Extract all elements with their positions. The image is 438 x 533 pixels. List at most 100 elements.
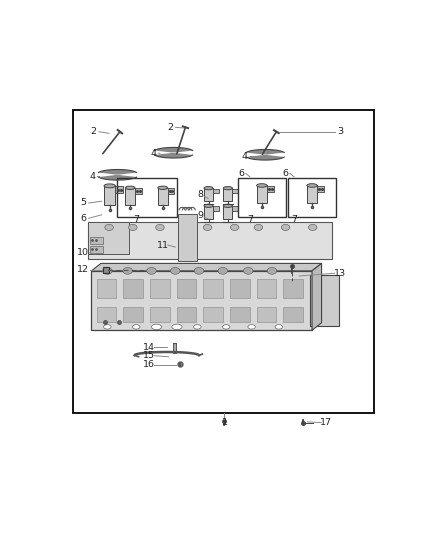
Bar [223,188,233,201]
Bar [257,279,276,298]
Bar [283,279,303,298]
Text: 6: 6 [283,169,289,178]
Text: 15: 15 [143,351,155,360]
Text: 13: 13 [334,269,346,278]
Bar [230,279,250,298]
Text: 10: 10 [77,248,88,257]
Bar [230,306,250,322]
Text: 5: 5 [81,198,87,207]
Text: 2: 2 [91,127,97,136]
Bar [88,222,332,259]
Text: 9: 9 [198,212,204,220]
Bar [203,279,223,298]
Text: 8: 8 [198,190,204,199]
Bar [177,279,196,298]
Bar [177,306,196,322]
Text: 6: 6 [81,214,87,223]
Bar [238,178,286,217]
Ellipse shape [156,224,164,230]
Bar [168,188,174,193]
Ellipse shape [308,224,317,230]
Bar [116,187,123,193]
Text: 6: 6 [238,169,244,178]
Bar [204,206,213,219]
Bar [104,186,116,205]
Bar [257,306,276,322]
Bar [233,189,238,193]
Bar [88,222,129,254]
Bar [150,306,170,322]
Text: 4: 4 [242,151,248,160]
Bar [125,188,135,205]
Ellipse shape [125,186,135,190]
Polygon shape [92,263,321,271]
Ellipse shape [244,268,253,274]
Text: 7: 7 [133,215,139,224]
Ellipse shape [248,325,255,329]
Bar [223,206,233,219]
Ellipse shape [123,268,132,274]
Bar [178,214,197,261]
Bar [203,306,223,322]
Ellipse shape [307,184,317,187]
Bar [90,246,102,253]
Bar [92,271,312,330]
Ellipse shape [223,204,233,207]
Ellipse shape [129,224,137,230]
Bar [123,306,143,322]
Bar [283,306,303,322]
Text: 3: 3 [337,127,343,136]
Polygon shape [155,148,193,158]
Ellipse shape [194,268,204,274]
Text: 4: 4 [89,172,95,181]
Ellipse shape [281,224,290,230]
Bar [267,186,274,192]
Text: 12: 12 [77,265,88,274]
Bar [213,189,219,193]
Text: 14: 14 [143,343,155,352]
Bar [135,188,142,193]
Bar [288,178,336,217]
Ellipse shape [172,324,182,329]
Bar [158,188,168,205]
Bar [204,188,213,201]
Polygon shape [246,149,284,160]
Ellipse shape [267,268,277,274]
Text: 4: 4 [150,149,156,158]
Bar [317,186,324,192]
Bar [90,237,102,244]
Bar [173,343,176,353]
Ellipse shape [132,325,140,329]
Ellipse shape [204,204,213,207]
Bar [117,178,177,217]
Ellipse shape [170,268,180,274]
Text: 16: 16 [143,360,155,369]
Text: 1: 1 [222,418,227,427]
Text: 2: 2 [167,123,173,132]
Ellipse shape [223,325,230,329]
Text: 7: 7 [291,215,297,224]
Ellipse shape [257,184,267,187]
Bar [96,279,116,298]
Text: 11: 11 [157,240,169,249]
Polygon shape [99,169,137,180]
Ellipse shape [203,224,212,230]
Ellipse shape [204,187,213,190]
Bar [74,110,374,414]
Ellipse shape [218,268,227,274]
Ellipse shape [152,324,162,329]
Bar [123,279,143,298]
Ellipse shape [223,187,233,190]
Bar [213,206,219,211]
Ellipse shape [105,224,113,230]
Text: 17: 17 [320,418,332,427]
Polygon shape [312,263,321,330]
Bar [96,306,116,322]
Bar [307,185,317,203]
Bar [311,275,339,326]
Bar [257,185,267,203]
Ellipse shape [102,268,112,274]
Ellipse shape [147,268,156,274]
Ellipse shape [104,184,116,188]
Ellipse shape [194,325,201,329]
